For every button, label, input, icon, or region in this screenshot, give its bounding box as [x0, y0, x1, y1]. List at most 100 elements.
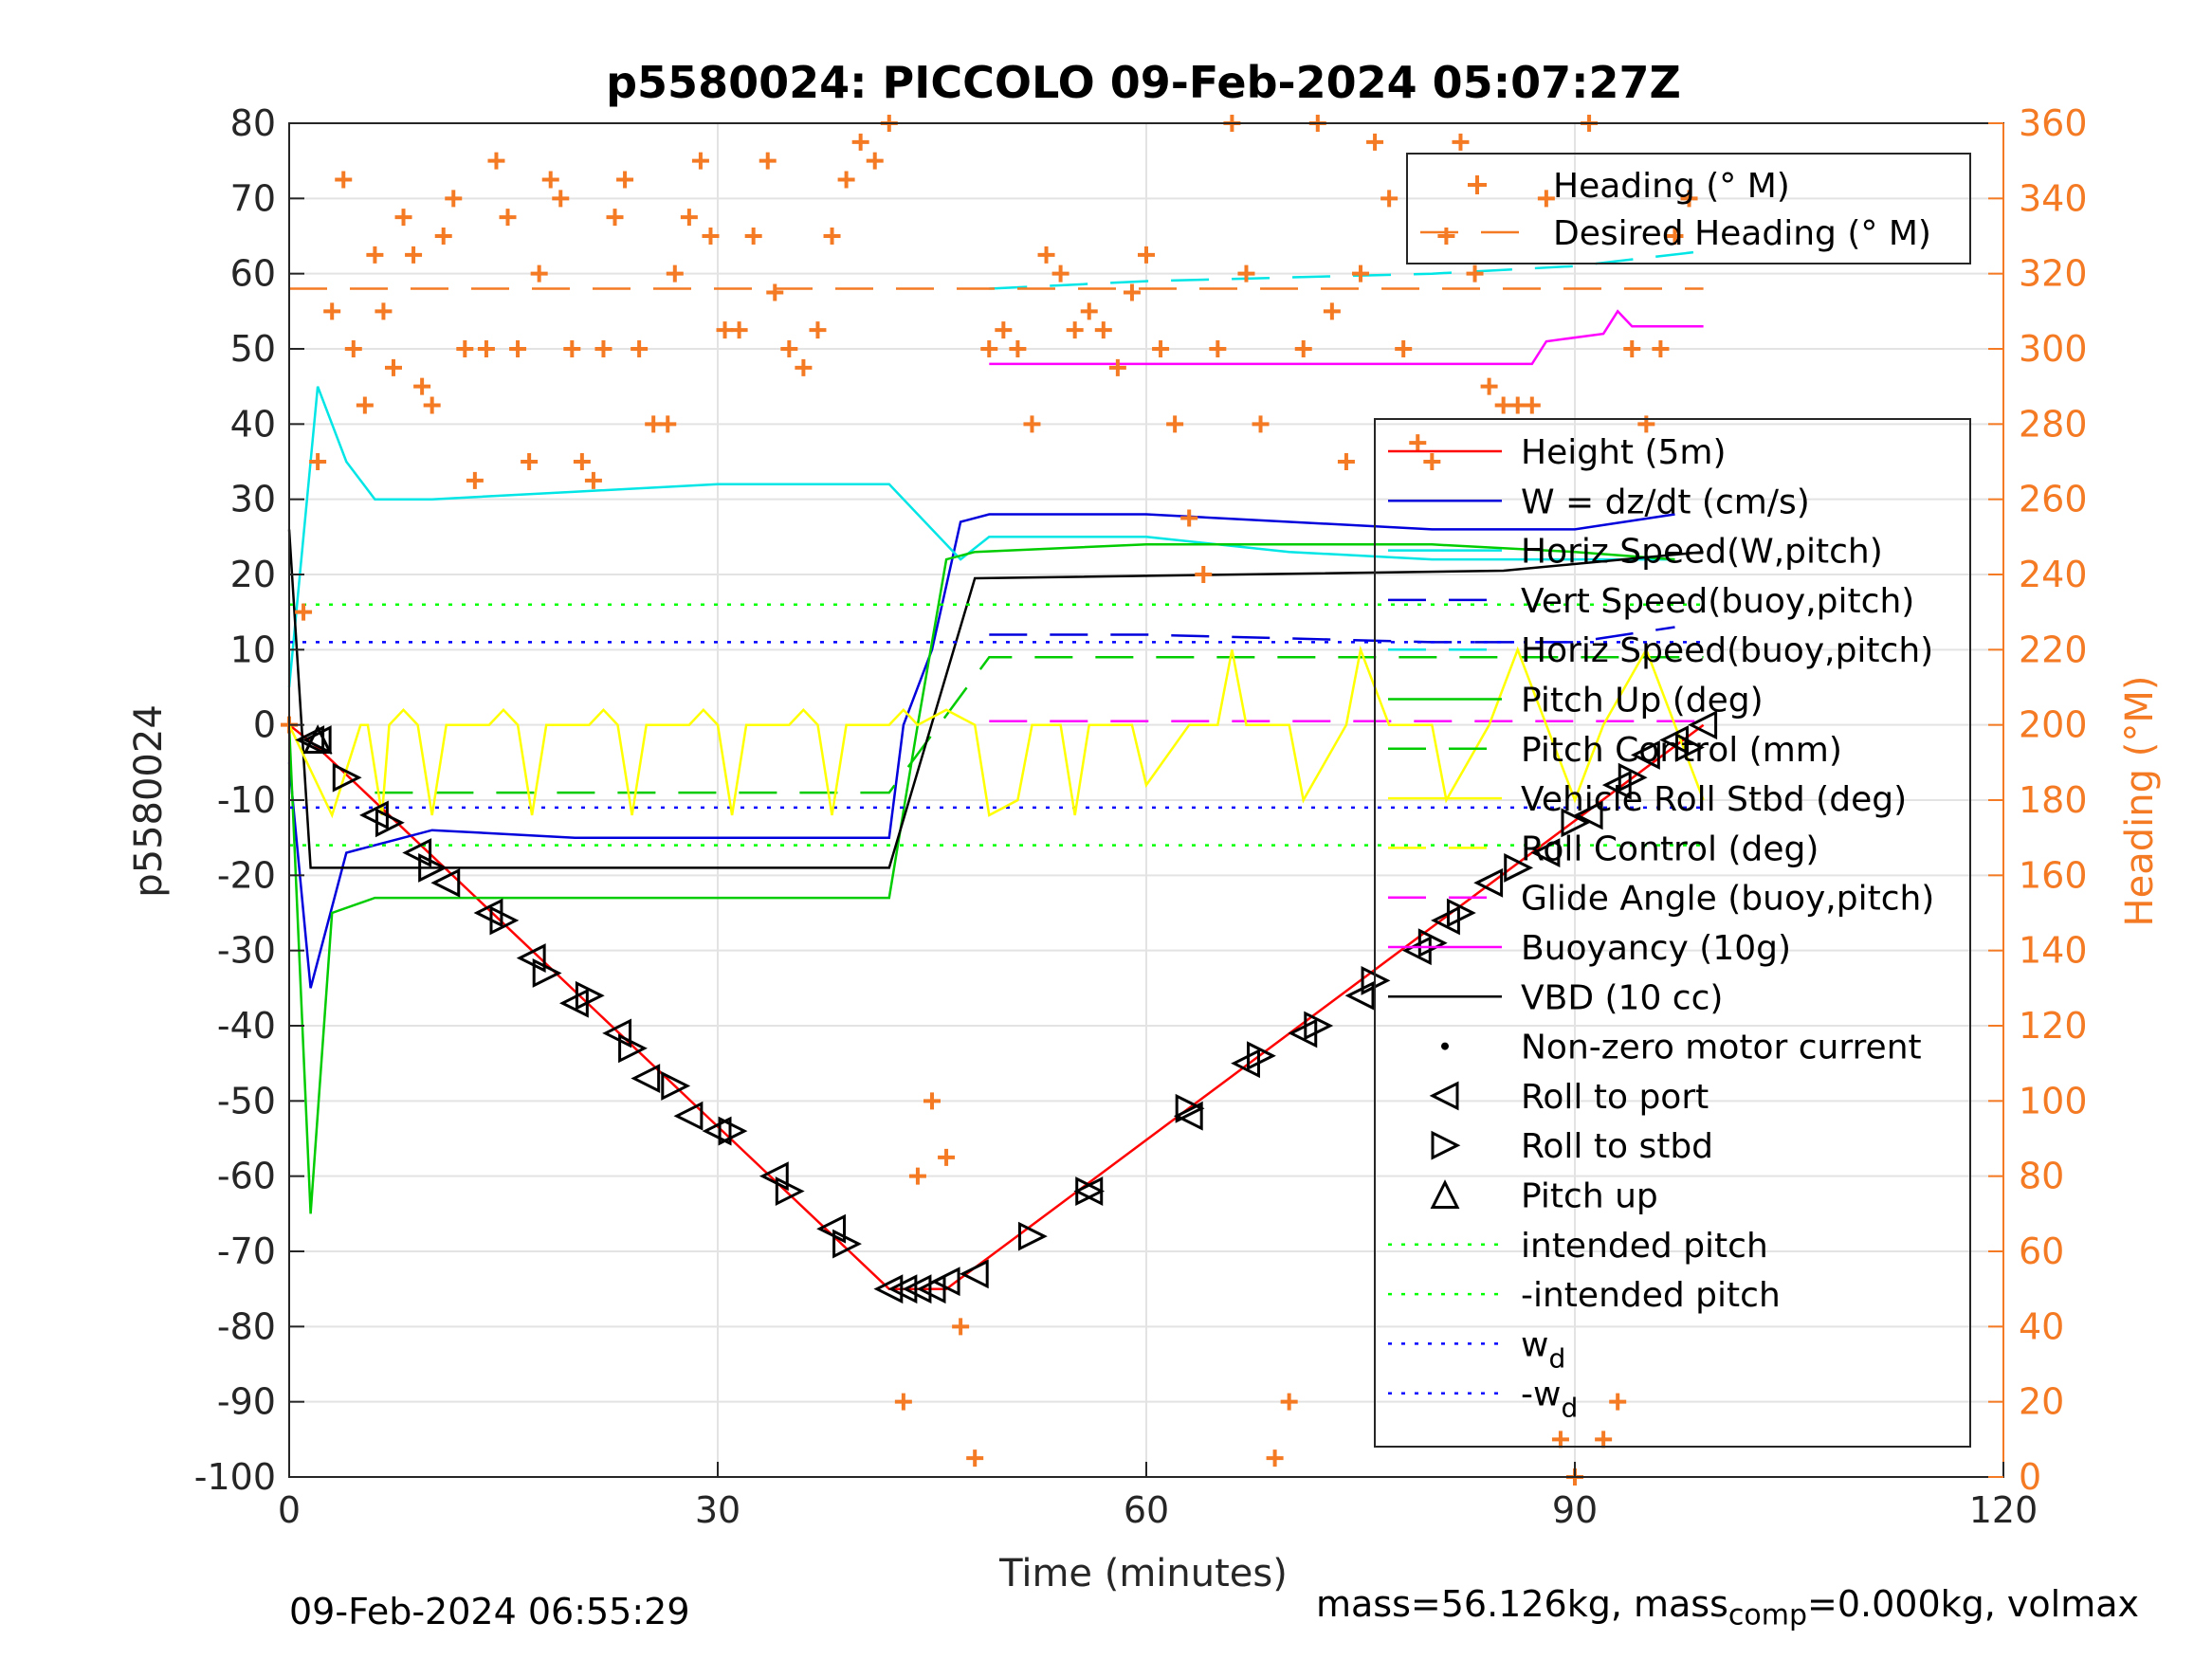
heading-point	[716, 321, 734, 339]
legend-item: Vehicle Roll Stbd (deg)	[1388, 780, 1907, 819]
heading-point	[530, 264, 548, 283]
heading-point	[1623, 340, 1641, 357]
legend-label: Roll to port	[1521, 1078, 1709, 1117]
marker-roll-to-port	[702, 1116, 732, 1146]
y-tick-label-right: 80	[2019, 1156, 2064, 1197]
y-tick-label-left: 60	[230, 253, 276, 295]
y-tick-label-left: -30	[217, 930, 276, 972]
legend-sample	[1430, 1179, 1460, 1209]
marker-roll-to-port	[1573, 800, 1603, 830]
y-tick-label-right: 340	[2019, 177, 2088, 219]
marker-roll-to-stbd	[1504, 852, 1534, 883]
heading-point	[1023, 415, 1041, 433]
heading-point	[1252, 415, 1270, 433]
marker-roll-to-port	[673, 1101, 704, 1131]
heading-point	[434, 228, 452, 245]
marker-pitch-up	[302, 724, 333, 755]
y-tick-label-right: 140	[2019, 930, 2088, 972]
heading-point	[309, 453, 327, 470]
legend-box	[1374, 418, 1971, 1448]
heading-point	[394, 209, 412, 227]
heading-point	[659, 415, 677, 433]
heading-point	[1352, 264, 1369, 283]
marker-roll-to-port	[816, 1213, 847, 1244]
legend-label: Desired Heading (° M)	[1553, 214, 1931, 253]
heading-point	[1523, 396, 1541, 414]
heading-point	[335, 171, 353, 189]
heading-point	[541, 171, 559, 189]
footer-mass: mass=56.126kg, masscomp=0.000kg, volmax	[1316, 1583, 2139, 1632]
y-tick-label-right: 260	[2019, 479, 2088, 520]
x-tick-label: 90	[1552, 1489, 1598, 1531]
marker-roll-to-port	[631, 1064, 661, 1093]
series-vehicle-roll-stbd-deg	[287, 645, 1705, 819]
marker-roll-to-port	[959, 1259, 989, 1289]
marker-roll-to-stbd	[1417, 928, 1448, 958]
marker-roll-to-port	[873, 1274, 904, 1304]
heading-point	[366, 246, 384, 264]
heading-point	[1108, 358, 1126, 376]
legend-label: Roll to stbd	[1521, 1127, 1713, 1166]
series-pitch-control-mm	[375, 656, 1704, 794]
y-ticks-left: 80 70 60 50 40 30 20 10 0 -10 -20 -30 -40 -50 -60 -70 -8…	[194, 102, 304, 1498]
legend-label: Height (5m)	[1521, 433, 1727, 472]
heading-point	[766, 283, 784, 301]
legend-label: Glide Angle (buoy,pitch)	[1521, 880, 1934, 919]
heading-point	[445, 190, 463, 208]
legend-item: VBD (10 cc)	[1388, 978, 1723, 1017]
heading-point	[552, 190, 570, 208]
heading-point	[1180, 509, 1198, 527]
legend-item: Buoyancy (10g)	[1388, 929, 1791, 968]
marker-roll-to-stbd	[1304, 1011, 1334, 1041]
heading-point	[1294, 340, 1312, 357]
heading-point	[1123, 283, 1141, 301]
legend-item: Roll to port	[1429, 1078, 1709, 1117]
y-tick-label-right: 60	[2019, 1231, 2064, 1272]
heading-point	[1380, 190, 1398, 208]
legend-item: Pitch up	[1430, 1177, 1658, 1216]
legend-label-sub: d	[1548, 1342, 1565, 1374]
heading-point	[295, 603, 313, 621]
heading-point	[866, 152, 884, 170]
y-tick-label-left: 30	[230, 479, 276, 520]
heading-point	[1237, 264, 1255, 283]
heading-point	[405, 246, 423, 264]
y-tick-label-left: -90	[217, 1381, 276, 1423]
heading-point	[1508, 396, 1526, 414]
heading-point	[1609, 1393, 1627, 1411]
heading-point	[744, 228, 762, 245]
heading-point	[1452, 133, 1470, 151]
y-tick-label-left: -80	[217, 1305, 276, 1347]
series-buoyancy-10g	[989, 309, 1704, 366]
y-tick-label-right: 160	[2019, 854, 2088, 896]
marker-roll-to-stbd	[661, 1071, 691, 1101]
y-tick-label-right: 180	[2019, 779, 2088, 821]
marker-roll-to-stbd	[618, 1033, 648, 1064]
y-tick-label-left: 50	[230, 328, 276, 370]
y-tick-label-left: 0	[253, 704, 276, 746]
heading-point	[521, 453, 539, 470]
y-axis-label-left: p5580024	[127, 704, 171, 898]
marker-roll-to-port	[759, 1161, 789, 1192]
heading-point	[837, 171, 855, 189]
heading-point	[851, 133, 869, 151]
y-tick-label-right: 280	[2019, 403, 2088, 445]
heading-point	[1080, 302, 1098, 320]
marker-roll-to-port	[1344, 980, 1375, 1011]
heading-point	[1138, 246, 1155, 264]
y-tick-label-left: 40	[230, 403, 276, 445]
marker-roll-to-port	[930, 1267, 960, 1297]
heading-point	[1280, 1393, 1298, 1411]
footer-mass-prefix: mass=56.126kg, mass	[1316, 1583, 1728, 1625]
heading-point	[344, 340, 362, 357]
marker-roll-to-stbd	[489, 905, 520, 936]
chart-title: p5580024: PICCOLO 09-Feb-2024 05:07:27Z	[606, 57, 1681, 108]
legend-sample	[1468, 175, 1487, 194]
heading-point	[1266, 1449, 1284, 1468]
y-tick-label-right: 120	[2019, 1005, 2088, 1047]
y-tick-label-left: -100	[194, 1456, 276, 1498]
legend-item: -intended pitch	[1388, 1276, 1781, 1315]
y-tick-label-right: 240	[2019, 554, 2088, 595]
heading-point	[995, 321, 1013, 339]
marker-roll-to-port	[302, 725, 332, 755]
